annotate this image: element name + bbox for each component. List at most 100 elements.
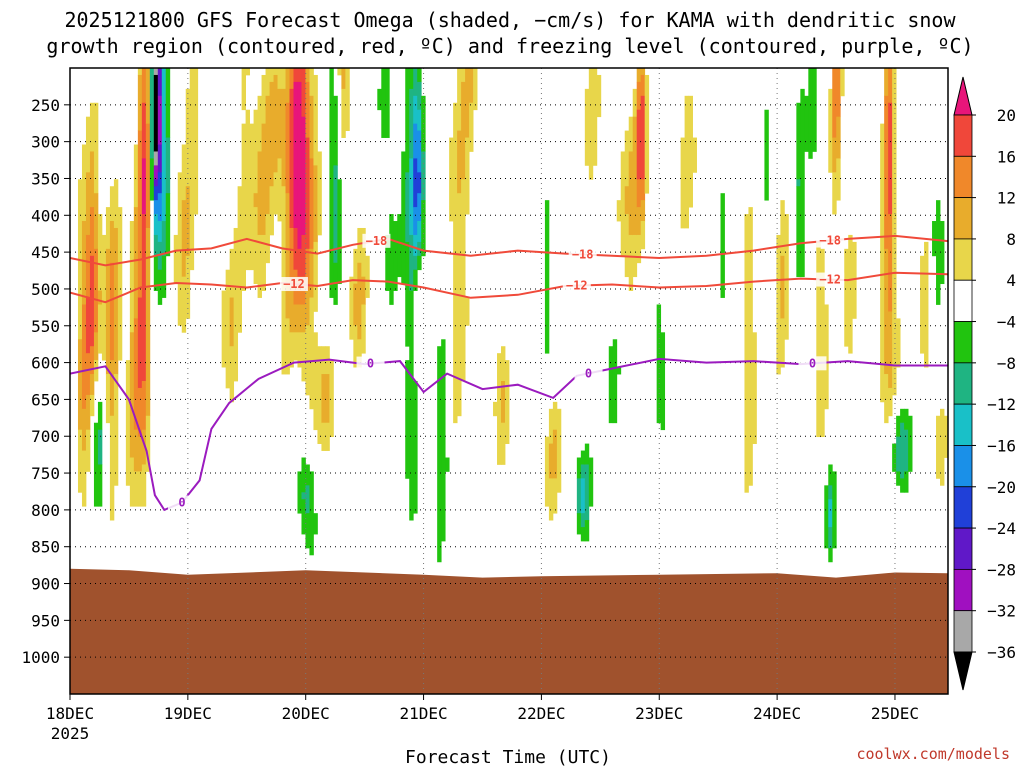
omega-cell (253, 193, 258, 208)
omega-cell (93, 332, 99, 361)
omega-cell (624, 214, 630, 278)
omega-cell (253, 109, 258, 194)
contour-label-bg (816, 272, 845, 287)
contour-line (70, 234, 948, 267)
omega-cell (85, 394, 91, 431)
omega-cell (505, 360, 510, 444)
omega-cell (405, 68, 410, 173)
omega-cell (101, 234, 107, 361)
omega-cell (828, 485, 833, 500)
omega-cell (301, 304, 306, 333)
y-tick-label: 400 (31, 206, 60, 225)
omega-cell (261, 74, 266, 125)
omega-cell (309, 471, 314, 556)
omega-cell (185, 186, 191, 257)
omega-cell (133, 429, 139, 472)
omega-cell (153, 151, 159, 166)
omega-cell (341, 68, 346, 90)
omega-cell (277, 158, 282, 222)
omega-cell (461, 68, 466, 83)
omega-cell (932, 221, 937, 257)
omega-cell (552, 429, 558, 479)
omega-cell (165, 68, 171, 138)
omega-cell (900, 408, 905, 424)
omega-cell (313, 513, 318, 535)
x-axis-ticks: 18DEC 19DEC 20DEC 21DEC 22DEC 23DEC 24DEC 25DEC (46, 694, 919, 723)
omega-cell (940, 221, 945, 285)
omega-cell (181, 200, 187, 278)
omega-cell (257, 234, 262, 298)
omega-cell (289, 290, 294, 333)
contour-label: −18 (366, 234, 388, 248)
y-tick-label: 900 (31, 575, 60, 594)
plot-frame (69, 67, 949, 695)
omega-cell (81, 408, 87, 451)
contour-label: −12 (819, 273, 841, 287)
omega-cell (417, 68, 422, 83)
y-tick-label: 250 (31, 96, 60, 115)
omega-cell (137, 387, 143, 438)
omega-cell (153, 234, 159, 257)
omega-cell (636, 207, 642, 236)
omega-cell (441, 339, 446, 542)
omega-cell (692, 137, 697, 173)
omega-cell (113, 374, 119, 486)
colorbar-bin (953, 238, 973, 281)
contour-line (70, 271, 948, 304)
omega-cell (832, 68, 837, 138)
omega-cell (141, 464, 147, 507)
omega-cell (796, 179, 801, 187)
omega-cell (612, 339, 618, 424)
omega-cell (137, 436, 143, 472)
y-tick-label: 550 (31, 317, 60, 336)
omega-cell (361, 304, 366, 354)
omega-cell (85, 234, 91, 298)
omega-cell (636, 68, 642, 83)
omega-cell (548, 478, 554, 521)
omega-cell (285, 318, 290, 375)
omega-cell (576, 513, 582, 535)
omega-cell (313, 74, 318, 166)
omega-cell (828, 499, 833, 528)
omega-cell (445, 457, 450, 472)
omega-cell (748, 207, 753, 486)
omega-cell (133, 207, 139, 319)
omega-cell (780, 318, 785, 368)
omega-cell (780, 255, 785, 319)
omega-cell (828, 527, 833, 549)
omega-cell (257, 95, 262, 152)
omega-cell (365, 255, 370, 298)
omega-cell (385, 68, 390, 138)
omega-cell (413, 381, 418, 514)
omega-cell (469, 68, 474, 104)
omega-cell (576, 457, 582, 479)
omega-cell (552, 401, 558, 431)
omega-cell (465, 297, 470, 326)
colorbar-label: −36 (987, 643, 1016, 662)
contour-label: −18 (572, 247, 594, 261)
omega-cell (141, 214, 147, 382)
omega-cell (584, 464, 590, 521)
omega-cell (409, 234, 414, 291)
colorbar-bottom-arrow (953, 651, 973, 691)
omega-cell (832, 471, 837, 549)
omega-cell (277, 88, 282, 159)
omega-cell (820, 248, 825, 438)
omega-cell (285, 193, 290, 319)
omega-cell (141, 68, 147, 104)
omega-cell (309, 68, 314, 97)
y-tick-label: 850 (31, 538, 60, 557)
omega-cell (688, 95, 693, 208)
colorbar-label: −12 (987, 395, 1016, 414)
omega-cell (105, 374, 111, 424)
omega-cell (848, 234, 853, 354)
x-tick-label: 21DEC (399, 704, 447, 723)
omega-cell (93, 248, 99, 333)
omega-cell (836, 158, 841, 201)
omega-cell (844, 248, 849, 347)
omega-cell (133, 471, 139, 507)
omega-cell (660, 332, 666, 431)
omega-cell (640, 200, 646, 222)
omega-cell (297, 68, 302, 83)
omega-cell (588, 68, 594, 180)
